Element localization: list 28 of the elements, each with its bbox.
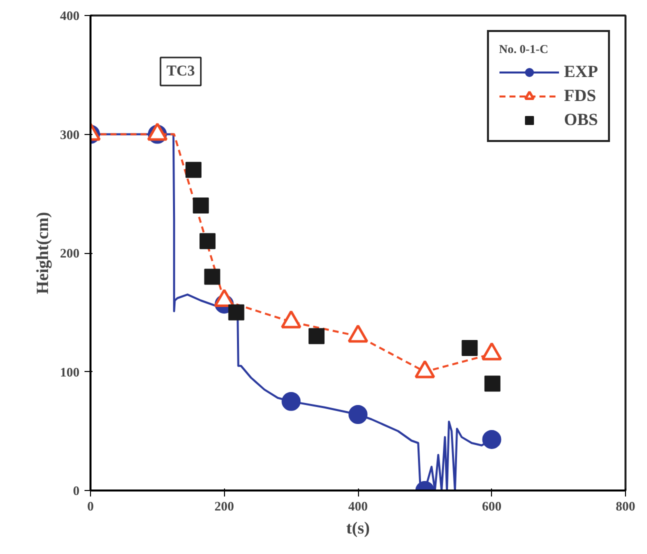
y-tick-label: 300 — [60, 126, 80, 142]
x-axis-title: t(s) — [346, 518, 370, 538]
y-axis-title: Height(cm) — [33, 212, 52, 294]
annotation: TC3 — [166, 64, 195, 80]
point — [228, 304, 244, 320]
point — [185, 162, 202, 178]
x-tick-label: 200 — [214, 498, 234, 514]
legend-label: OBS — [564, 110, 598, 130]
point — [348, 405, 368, 424]
point — [482, 430, 502, 449]
x-tick-label: 400 — [348, 498, 368, 514]
x-tick-label: 600 — [482, 498, 502, 514]
point — [484, 376, 500, 392]
point — [462, 340, 478, 356]
x-tick-label: 0 — [87, 498, 94, 514]
point — [308, 328, 325, 344]
y-tick-label: 200 — [60, 246, 80, 260]
point — [282, 392, 301, 411]
x-tick-label: 800 — [616, 498, 636, 514]
y-tick-label: 0 — [73, 483, 80, 498]
y-tick-label: 400 — [60, 8, 80, 23]
point — [200, 233, 216, 250]
legend-label: FDS — [564, 86, 596, 106]
legend-title: No. 0-1-C — [498, 42, 550, 57]
y-tick-label: 100 — [60, 364, 80, 380]
point — [204, 268, 220, 285]
point — [192, 198, 209, 214]
legend-label: EXP — [564, 62, 598, 82]
